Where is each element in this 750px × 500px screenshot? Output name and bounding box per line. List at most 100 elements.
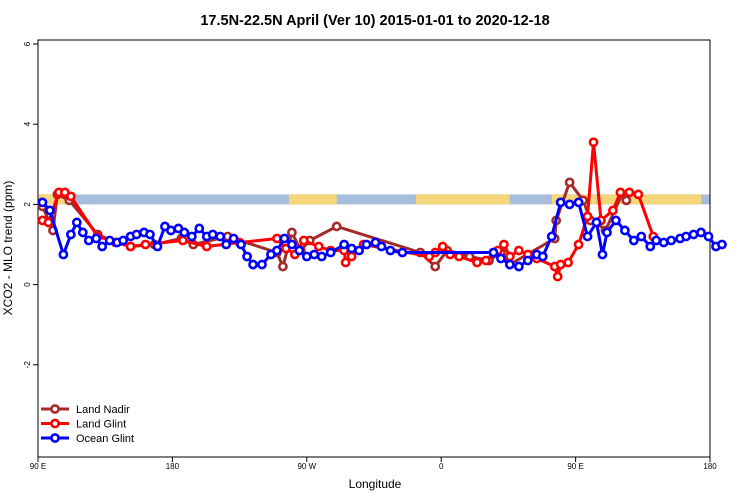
data-point-ocean-glint [286, 239, 297, 250]
data-point-land-nadir [278, 261, 288, 272]
data-point-ocean-glint [522, 255, 533, 266]
data-point-ocean-glint [194, 223, 205, 234]
data-point-land-nadir [621, 195, 632, 206]
data-point-ocean-glint [179, 227, 190, 238]
x-tick-label: 180 [703, 462, 717, 471]
plot-frame [37, 39, 711, 458]
data-point-ocean-glint [242, 251, 252, 262]
data-point-ocean-glint [651, 235, 662, 246]
data-point-land-nadir [564, 177, 575, 188]
data-point-ocean-glint [573, 197, 584, 208]
data-point-land-glint [633, 189, 644, 200]
data-point-ocean-glint [104, 235, 115, 246]
data-point-ocean-glint [555, 197, 566, 208]
series-layer [37, 137, 727, 282]
data-point-ocean-glint [658, 237, 669, 248]
data-point-ocean-glint [597, 249, 608, 260]
map-band-land [551, 194, 597, 205]
data-point-ocean-glint [236, 239, 246, 250]
data-point-ocean-glint [65, 229, 76, 240]
data-point-ocean-glint [186, 231, 197, 242]
data-point-ocean-glint [619, 225, 630, 236]
data-point-ocean-glint [346, 243, 357, 254]
x-tick-label: 90 W [297, 462, 316, 471]
x-tick-label: 180 [166, 462, 180, 471]
data-point-land-glint [481, 255, 491, 266]
data-point-land-nadir [430, 261, 441, 272]
data-point-ocean-glint [564, 199, 575, 210]
data-point-ocean-glint [257, 259, 267, 270]
legend-label-land-glint: Land Glint [76, 419, 126, 431]
data-point-ocean-glint [301, 251, 312, 262]
data-point-ocean-glint [376, 241, 387, 252]
data-point-ocean-glint [248, 259, 258, 270]
data-point-land-glint [125, 241, 136, 252]
data-point-ocean-glint [166, 225, 176, 236]
data-point-land-glint [472, 257, 482, 268]
x-tick-label: 90 E [567, 462, 583, 471]
data-point-ocean-glint [71, 217, 82, 228]
legend-marker-land-glint [50, 418, 60, 429]
y-tick-label: 0 [23, 282, 32, 287]
data-point-land-glint [437, 241, 448, 252]
legend: Land Nadir Land Glint Ocean Glint [41, 404, 134, 445]
y-tick-label: -2 [23, 361, 32, 369]
x-tick-label: 90 E [30, 462, 46, 471]
data-point-land-glint [555, 259, 566, 270]
data-point-ocean-glint [688, 229, 699, 240]
data-point-ocean-glint [272, 245, 282, 256]
data-point-land-glint [582, 211, 593, 222]
data-point-ocean-glint [717, 239, 727, 250]
data-point-ocean-glint [83, 235, 94, 246]
y-tick-label: 4 [23, 121, 32, 126]
data-point-ocean-glint [628, 235, 639, 246]
data-point-ocean-glint [325, 247, 336, 258]
data-point-ocean-glint [385, 245, 396, 256]
data-point-land-glint [552, 271, 563, 282]
data-point-ocean-glint [279, 233, 290, 244]
map-band [38, 194, 710, 205]
data-point-ocean-glint [77, 227, 88, 238]
data-point-ocean-glint [696, 227, 706, 238]
data-point-land-glint [563, 257, 574, 268]
data-point-ocean-glint [131, 229, 142, 240]
map-band-land [288, 194, 337, 205]
legend-label-land-nadir: Land Nadir [76, 404, 130, 416]
data-point-ocean-glint [703, 231, 714, 242]
data-point-land-glint [513, 245, 524, 256]
y-tick-label: 6 [23, 41, 32, 46]
x-tick-label: 0 [439, 462, 444, 471]
data-point-land-glint [573, 239, 584, 250]
data-point-ocean-glint [294, 245, 305, 256]
legend-label-ocean-glint: Ocean Glint [76, 433, 134, 445]
data-point-ocean-glint [582, 231, 593, 242]
data-point-land-glint [340, 257, 351, 268]
data-point-land-glint [272, 233, 282, 244]
chart-title: 17.5N-22.5N April (Ver 10) 2015-01-01 to… [200, 13, 549, 29]
data-point-ocean-glint [221, 239, 232, 250]
data-point-ocean-glint [37, 197, 48, 208]
data-point-land-glint [298, 235, 309, 246]
data-point-ocean-glint [611, 215, 621, 226]
data-point-land-glint [177, 235, 188, 246]
data-point-land-glint [346, 251, 357, 262]
data-point-land-nadir [286, 227, 297, 238]
data-point-ocean-glint [488, 247, 499, 258]
map-band-land [38, 194, 68, 205]
data-point-land-glint [43, 217, 54, 228]
data-point-ocean-glint [645, 241, 656, 252]
data-point-ocean-glint [97, 241, 108, 252]
map-band-land [415, 194, 510, 205]
series-land-glint [37, 137, 659, 282]
y-axis-label: XCO2 - MLO trend (ppm) [1, 181, 15, 316]
data-point-ocean-glint [309, 249, 320, 260]
data-point-land-glint [201, 241, 212, 252]
data-point-ocean-glint [228, 233, 239, 244]
data-point-ocean-glint [152, 241, 163, 252]
data-point-ocean-glint [354, 245, 364, 256]
data-point-ocean-glint [602, 227, 612, 238]
data-point-land-glint [588, 137, 599, 148]
data-point-ocean-glint [504, 259, 515, 270]
data-point-land-glint [608, 205, 618, 216]
